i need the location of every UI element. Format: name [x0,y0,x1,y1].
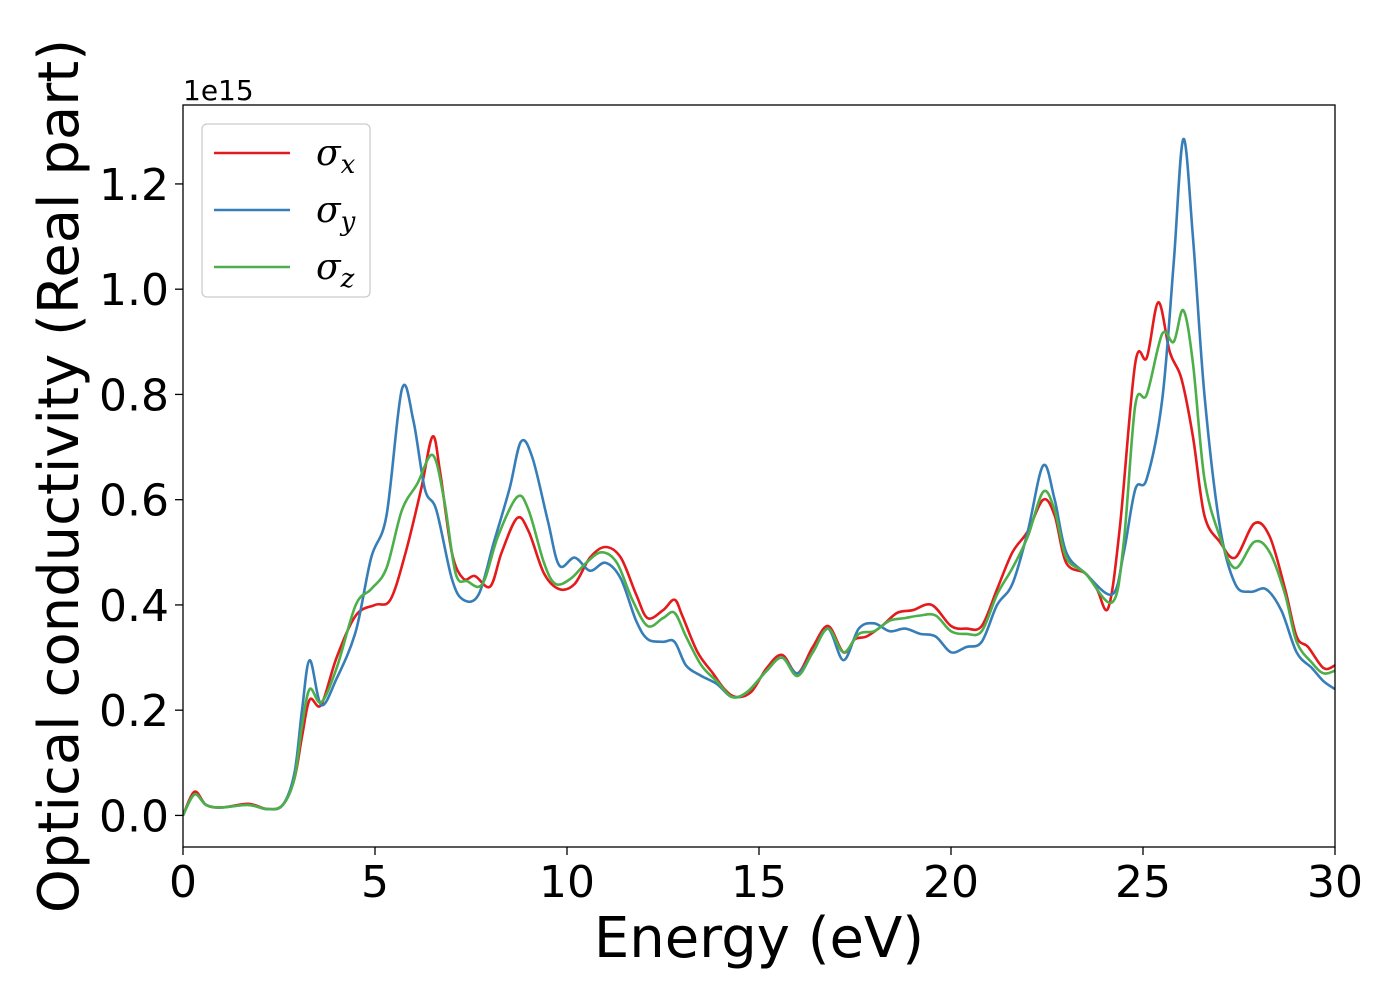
series-line-x [183,300,1335,816]
x-axis-label: Energy (eV) [594,906,924,971]
x-axis-ticks: 0 5 10 15 20 25 30 [169,847,1363,908]
y-tick-label: 1.2 [99,160,169,211]
series-layer [183,137,1335,817]
x-tick-label: 20 [923,857,979,908]
legend-label-z: σz [316,247,355,294]
y-tick-label: 0.2 [99,686,169,737]
y-tick-label: 0.6 [99,476,169,527]
y-axis-ticks: 0.0 0.2 0.4 0.6 0.8 1.0 1.2 [99,160,183,842]
y-axis-offset-label: 1e15 [183,74,254,107]
legend-label-y: σy [316,190,356,237]
x-tick-label: 25 [1115,857,1171,908]
x-tick-label: 5 [361,857,389,908]
x-tick-label: 30 [1307,857,1363,908]
x-tick-label: 15 [731,857,787,908]
legend-label-x: σx [316,133,356,180]
x-tick-label: 10 [539,857,595,908]
plot-area-frame [182,104,1336,848]
y-tick-label: 0.0 [99,791,169,842]
y-tick-label: 0.8 [99,370,169,421]
y-tick-label: 0.4 [99,581,169,632]
y-tick-label: 1.0 [99,265,169,316]
y-axis-label: Optical conductivity (Real part) [27,39,92,913]
legend: σx σy σz [201,123,371,298]
x-tick-label: 0 [169,857,197,908]
series-line-z [183,308,1335,817]
